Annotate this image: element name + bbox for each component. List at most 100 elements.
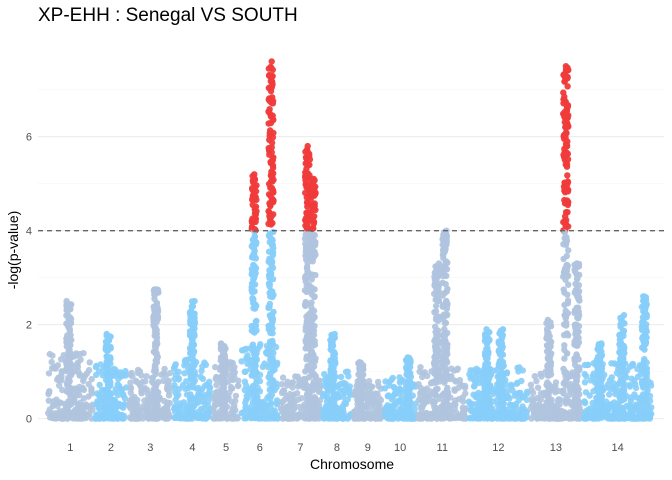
data-point (191, 395, 199, 402)
data-point (213, 374, 220, 381)
data-point (262, 401, 269, 409)
data-point (143, 373, 150, 380)
data-point (161, 407, 168, 414)
data-point (80, 395, 88, 402)
data-point (248, 386, 256, 393)
data-point (249, 341, 257, 348)
data-point (57, 356, 65, 363)
data-point (56, 382, 63, 389)
data-point (217, 344, 225, 351)
data-point (596, 388, 603, 395)
data-point (197, 373, 204, 380)
data-point (327, 379, 334, 386)
data-point (606, 391, 613, 398)
data-point (564, 83, 571, 90)
data-point (308, 343, 316, 350)
data-point (631, 391, 638, 398)
data-point (72, 352, 80, 359)
data-point (142, 378, 149, 385)
data-point (251, 205, 259, 212)
data-point (240, 409, 247, 416)
data-point (222, 357, 229, 364)
data-point (459, 382, 466, 390)
data-point (253, 404, 260, 411)
data-point (374, 411, 381, 418)
data-point (507, 414, 514, 422)
data-point (160, 377, 167, 384)
data-point (407, 357, 414, 364)
data-point (642, 311, 649, 318)
data-point (442, 337, 449, 344)
data-point (102, 343, 110, 350)
data-point (186, 328, 194, 335)
data-point (491, 412, 499, 420)
data-point (310, 183, 317, 190)
data-point (165, 392, 173, 399)
data-point (565, 415, 573, 422)
data-point (93, 362, 100, 370)
data-point (581, 399, 589, 407)
data-point (72, 406, 79, 413)
data-point (86, 359, 93, 366)
data-point (268, 311, 276, 318)
data-point (320, 414, 327, 422)
data-point (544, 343, 551, 350)
data-point (441, 330, 448, 338)
data-point (190, 356, 197, 364)
data-point (341, 399, 348, 406)
data-point (582, 408, 590, 415)
data-point (496, 351, 504, 358)
data-point (308, 284, 315, 291)
data-point (251, 183, 259, 191)
data-point (231, 369, 238, 376)
data-point (451, 405, 458, 412)
data-point (245, 412, 252, 419)
data-point (250, 369, 257, 376)
data-point (546, 333, 553, 340)
data-point (269, 154, 276, 161)
data-point (454, 365, 461, 372)
data-point (370, 397, 377, 405)
data-point (279, 415, 286, 422)
data-point (481, 399, 488, 406)
data-point (308, 321, 315, 328)
data-point (396, 397, 404, 404)
data-point (186, 382, 194, 389)
data-point (563, 130, 570, 137)
data-point (302, 345, 309, 352)
data-point (188, 334, 195, 341)
data-point (222, 403, 229, 410)
data-point (293, 390, 301, 397)
data-point (475, 379, 482, 387)
data-point (581, 361, 589, 369)
data-point (510, 402, 517, 409)
data-point (451, 386, 458, 393)
data-point (527, 405, 534, 412)
data-point (294, 396, 302, 403)
data-point (330, 391, 338, 398)
x-tick-label: 9 (365, 442, 371, 454)
data-point (253, 356, 260, 364)
data-point (57, 412, 64, 419)
data-point (67, 351, 74, 358)
data-point (187, 347, 194, 355)
data-point (471, 410, 478, 417)
data-point (573, 352, 581, 359)
data-point (267, 213, 275, 220)
data-point (440, 347, 447, 355)
data-point (103, 408, 110, 415)
x-tick-label: 7 (297, 442, 303, 454)
data-point (127, 405, 134, 412)
data-point (594, 380, 601, 387)
data-point (268, 177, 275, 185)
data-point (154, 390, 161, 398)
data-point (301, 287, 309, 294)
data-point (527, 381, 535, 388)
x-axis-title: Chromosome (310, 456, 394, 472)
data-point (545, 368, 552, 376)
data-point (210, 415, 217, 422)
data-point (573, 287, 580, 294)
data-point (407, 378, 414, 386)
data-point (486, 329, 493, 336)
data-point (564, 103, 571, 111)
